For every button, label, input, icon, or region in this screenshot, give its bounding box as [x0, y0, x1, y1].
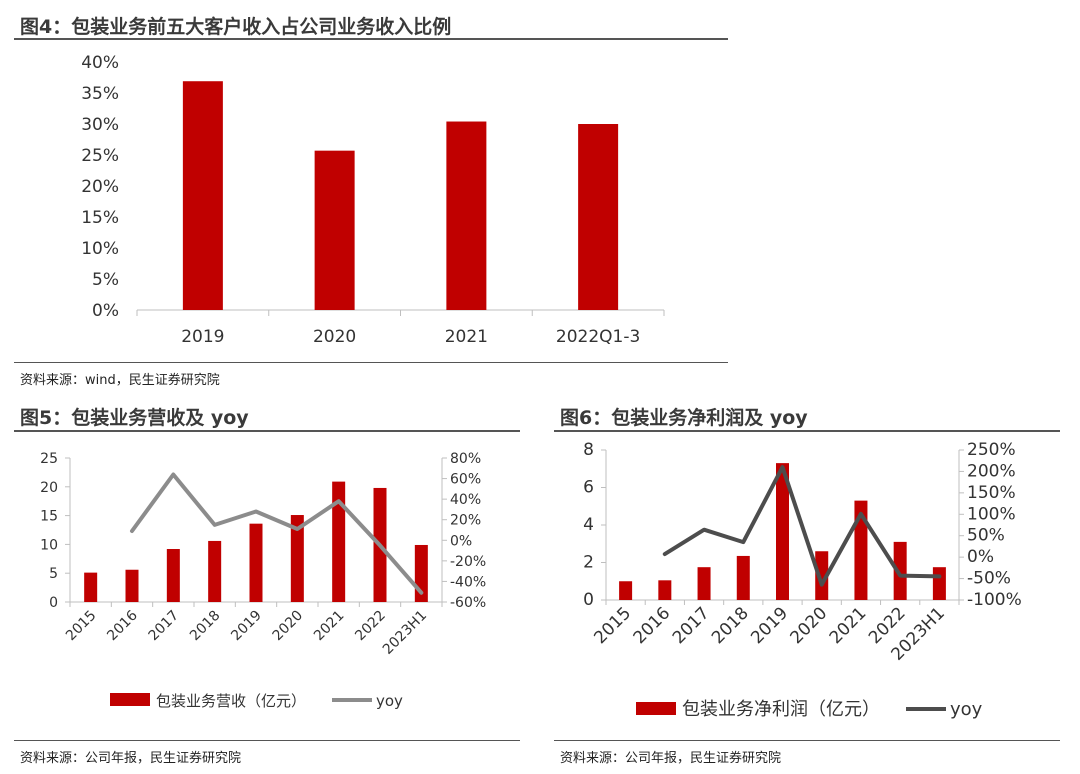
chart5-x-label: 2020: [270, 608, 307, 645]
chart6-right-tick: 0%: [967, 547, 994, 567]
chart6-right-tick: -50%: [967, 569, 1011, 589]
chart5-bottom-rule: [14, 740, 520, 741]
chart5-left-tick: 25: [40, 451, 58, 467]
chart5-right-tick: 40%: [450, 492, 481, 508]
chart6-yoy-line: [662, 465, 942, 587]
chart5-x-label: 2016: [104, 607, 141, 644]
chart6-legend-bar-swatch: [636, 702, 676, 715]
chart4-bar: [446, 121, 487, 311]
chart5-bar: [208, 540, 222, 602]
chart5-legend-bar-swatch: [110, 693, 150, 706]
chart4-y-tick: 20%: [81, 177, 119, 197]
chart6-x-label: 2016: [630, 603, 675, 648]
chart6-left-tick: 4: [583, 515, 594, 535]
chart5-bar: [249, 523, 263, 602]
chart5-right-tick: 20%: [450, 513, 481, 529]
chart6-source: 资料来源：公司年报，民生证券研究院: [560, 751, 782, 766]
chart5-source: 资料来源：公司年报，民生证券研究院: [20, 751, 242, 766]
chart5-x-label: 2023H1: [380, 608, 430, 658]
chart5-left-tick: 5: [49, 566, 58, 582]
chart5-bar: [125, 569, 139, 602]
chart6-right-tick: 50%: [967, 526, 1005, 546]
chart5-right-tick: 60%: [450, 472, 481, 488]
chart4-x-label: 2019: [181, 327, 224, 347]
chart5-plot: 0 5 10 15 20 25 -60% -40% -20% 0% 20% 40% 60% 80% 2015…: [40, 451, 486, 710]
chart4-x-label: 2020: [313, 327, 356, 347]
chart5-top-rule: [14, 430, 520, 432]
chart5-left-tick: 20: [40, 480, 58, 496]
chart6-bar: [893, 541, 907, 600]
chart6-bar: [736, 555, 750, 600]
chart4-y-tick: 5%: [92, 270, 119, 290]
chart5-legend-line-label: yoy: [376, 692, 403, 710]
chart5-title: 图5：包装业务营收及 yoy: [20, 407, 249, 429]
chart5-x-label: 2017: [146, 608, 183, 645]
chart6-x-label: 2021: [826, 603, 871, 648]
chart6-bar: [619, 581, 633, 600]
chart6-title: 图6：包装业务净利润及 yoy: [560, 407, 808, 429]
chart4-plot: 0% 5% 10% 15% 20% 25% 30% 35% 40% 2019 2020 2021 202…: [81, 53, 665, 347]
chart6-right-tick: 200%: [967, 461, 1016, 481]
chart4-bar: [314, 150, 355, 310]
chart6-bar: [658, 580, 672, 600]
chart6-right-tick: 100%: [967, 504, 1016, 524]
chart5-legend-bar-label: 包装业务营收（亿元）: [156, 692, 306, 710]
chart6-x-label: 2019: [747, 603, 792, 648]
chart4-y-tick: 15%: [81, 208, 119, 228]
chart5-x-label: 2018: [187, 608, 224, 645]
chart6-x-label: 2018: [708, 603, 753, 648]
chart5-right-tick: -40%: [450, 574, 486, 590]
chart6-bar: [854, 500, 868, 600]
chart4-bar: [578, 124, 619, 310]
chart6-left-tick: 8: [583, 440, 594, 460]
chart4-source: 资料来源：wind，民生证券研究院: [20, 373, 220, 388]
chart5-right-tick: 80%: [450, 451, 481, 467]
chart6-bottom-rule: [554, 740, 1060, 741]
chart5-bar: [290, 515, 304, 602]
chart6-left-tick: 2: [583, 553, 594, 573]
chart6-right-tick: -100%: [967, 590, 1022, 610]
chart5-bar: [332, 481, 346, 602]
chart4-title: 图4：包装业务前五大客户收入占公司业务收入比例: [20, 16, 452, 38]
chart6-x-label: 2017: [669, 603, 714, 648]
chart5-bar: [166, 549, 180, 602]
chart4-bottom-rule: [14, 362, 728, 363]
chart6-top-rule: [554, 430, 1060, 432]
chart6-x-label: 2020: [787, 603, 832, 648]
chart6-right-tick: 150%: [967, 483, 1016, 503]
chart5-left-tick: 15: [40, 509, 58, 525]
chart6-bar: [776, 463, 789, 600]
chart6-bar: [697, 567, 711, 600]
chart6-bar: [932, 567, 946, 600]
chart6-left-tick: 0: [583, 590, 594, 610]
chart5-x-label: 2015: [63, 608, 100, 645]
chart4-y-tick: 0%: [92, 301, 119, 321]
chart5-right-tick: 0%: [450, 533, 472, 549]
chart6-legend-line-label: yoy: [950, 699, 983, 720]
chart5-right-tick: -20%: [450, 554, 486, 570]
chart5-x-label: 2021: [311, 608, 348, 645]
chart6-right-tick: 250%: [967, 440, 1016, 460]
chart5-left-tick: 10: [40, 537, 58, 553]
chart6-bar: [815, 551, 829, 600]
chart5-right-tick: -60%: [450, 595, 486, 611]
chart6-legend-bar-label: 包装业务净利润（亿元）: [682, 699, 880, 720]
chart4-x-label: 2022Q1-3: [556, 327, 640, 347]
chart4-top-rule: [14, 38, 728, 40]
chart4-y-tick: 40%: [81, 53, 119, 73]
chart5-yoy-line: [130, 472, 424, 595]
chart5-bar: [84, 572, 98, 602]
chart6-left-tick: 6: [583, 478, 594, 498]
chart4-y-tick: 35%: [81, 84, 119, 104]
chart5-left-tick: 0: [49, 595, 58, 611]
chart4-y-tick: 30%: [81, 115, 119, 135]
chart4-bar: [182, 81, 223, 310]
chart6-x-label: 2015: [590, 603, 635, 648]
chart4-y-tick: 25%: [81, 146, 119, 166]
chart6-plot: 02468-100%-50%0%50%100%150%200%250%20152…: [583, 440, 1022, 720]
chart4-y-tick: 10%: [81, 239, 119, 259]
chart5-x-label: 2019: [228, 608, 265, 645]
chart4-x-label: 2021: [445, 327, 488, 347]
chart5-x-label: 2022: [352, 608, 389, 645]
